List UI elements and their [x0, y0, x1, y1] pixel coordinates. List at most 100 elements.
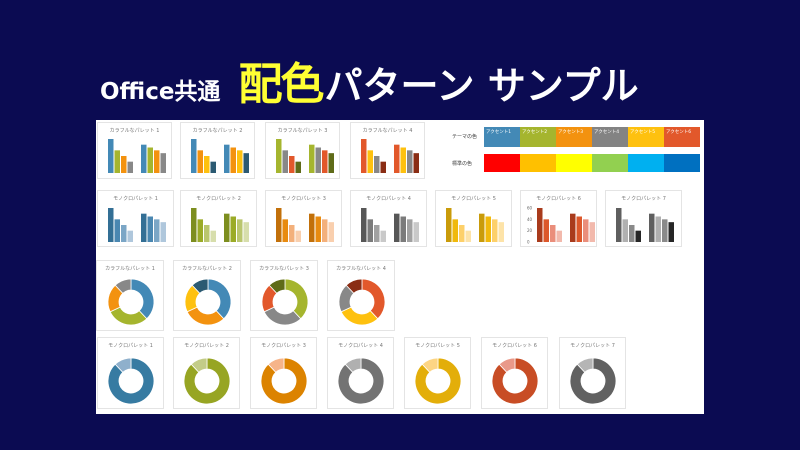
- bar: [570, 213, 576, 242]
- bar: [459, 225, 465, 242]
- bar: [282, 150, 288, 173]
- bar: [394, 213, 400, 242]
- bar: [160, 222, 166, 242]
- card-title: モノクロパレット 7: [621, 196, 666, 202]
- card-title: モノクロパレット 7: [570, 343, 615, 349]
- donut-slice: [268, 278, 286, 294]
- mono-bar-card: モノクロパレット 7: [605, 190, 682, 247]
- bar: [576, 216, 582, 242]
- donut-slice: [361, 278, 386, 320]
- bar: [407, 219, 413, 242]
- bar: [649, 213, 655, 242]
- mono-donut-card: モノクロパレット 4: [327, 337, 394, 409]
- chart: [338, 278, 386, 326]
- donut-slice: [345, 278, 363, 294]
- bar: [322, 219, 328, 242]
- mono-donut-card: モノクロパレット 3: [250, 337, 317, 409]
- mono-bar-card: モノクロパレット 6 60 40 20 0: [520, 190, 597, 247]
- bar: [361, 139, 367, 173]
- mono-donut-card: モノクロパレット 2: [173, 337, 240, 409]
- chart: [569, 357, 617, 405]
- bar: [237, 150, 243, 173]
- colorful-donut-card: カラフルなパレット 1: [96, 260, 164, 331]
- accent-swatch: アクセント2: [520, 127, 556, 147]
- bar: [622, 219, 628, 242]
- bar: [289, 156, 295, 173]
- bar: [543, 219, 549, 242]
- bar: [243, 222, 249, 242]
- title-rest: パターン サンプル: [324, 64, 639, 108]
- bar: [479, 213, 485, 242]
- chart: [616, 208, 674, 242]
- chart: [491, 357, 539, 405]
- bar: [492, 219, 498, 242]
- bar: [160, 153, 166, 173]
- standard-swatch: [592, 154, 628, 172]
- bar: [655, 216, 661, 242]
- bar: [309, 144, 315, 173]
- chart: [107, 278, 155, 326]
- chart: [184, 278, 232, 326]
- chart: [276, 139, 334, 173]
- bar: [394, 144, 400, 173]
- bar: [485, 216, 491, 242]
- card-title: カラフルなパレット 3: [259, 266, 309, 272]
- card-title: カラフルなパレット 2: [192, 128, 243, 134]
- chart: [191, 208, 249, 242]
- bar: [197, 219, 203, 242]
- bar: [374, 156, 380, 173]
- colorful-donut-card: カラフルなパレット 2: [173, 260, 241, 331]
- donut-slice: [421, 357, 439, 373]
- donut-slice: [191, 278, 209, 294]
- chart: [261, 278, 309, 326]
- chart: 60 40 20 0: [527, 206, 595, 245]
- donut-slice: [337, 357, 385, 405]
- card-title: カラフルなパレット 4: [336, 266, 386, 272]
- card-title: モノクロパレット 2: [196, 196, 241, 202]
- bar: [108, 208, 114, 242]
- bar: [114, 219, 120, 242]
- bar: [400, 147, 406, 173]
- standard-color-label: 標準の色: [452, 161, 473, 167]
- card-title: モノクロパレット 5: [415, 343, 460, 349]
- bar: [367, 150, 373, 173]
- bar: [295, 161, 301, 173]
- bar: [380, 161, 386, 173]
- bar: [141, 144, 147, 173]
- colorful-donut-card: カラフルなパレット 3: [250, 260, 318, 331]
- title-highlight: 配色: [238, 59, 324, 110]
- donut-slice: [284, 278, 309, 320]
- card-title: モノクロパレット 3: [281, 196, 326, 202]
- chart: [276, 208, 334, 242]
- bar: [276, 208, 282, 242]
- bar: [295, 230, 301, 242]
- bar: [230, 147, 236, 173]
- standard-swatch: [520, 154, 556, 172]
- card-title: モノクロパレット 4: [366, 196, 411, 202]
- bar: [154, 150, 160, 173]
- bar: [328, 222, 334, 242]
- donut-slice: [107, 357, 155, 405]
- colorful-bar-card: カラフルなパレット 3: [265, 122, 340, 179]
- bar: [127, 230, 133, 242]
- bar: [315, 216, 321, 242]
- card-title: モノクロパレット 2: [184, 343, 229, 349]
- colorful-bar-card: カラフルなパレット 4: [350, 122, 425, 179]
- page-title: Office共通 配色 パターン サンプル: [100, 59, 639, 112]
- bar: [498, 222, 504, 242]
- chart: [414, 357, 462, 405]
- standard-swatch: [664, 154, 700, 172]
- bar: [147, 216, 153, 242]
- sample-panel: カラフルなパレット 1 カラフルなパレット 2 カラフルなパレット 3 カラフルなパレ…: [96, 120, 704, 414]
- bar: [616, 208, 622, 242]
- bar: [550, 225, 556, 242]
- chart: [107, 357, 155, 405]
- chart: [260, 357, 308, 405]
- card-title: カラフルなパレット 1: [105, 266, 155, 272]
- bar: [315, 147, 321, 173]
- bar: [322, 150, 328, 173]
- mono-bar-card: モノクロパレット 1: [97, 190, 174, 247]
- bar: [309, 213, 315, 242]
- axis-tick: 60: [527, 206, 533, 211]
- donut-slice: [491, 357, 539, 405]
